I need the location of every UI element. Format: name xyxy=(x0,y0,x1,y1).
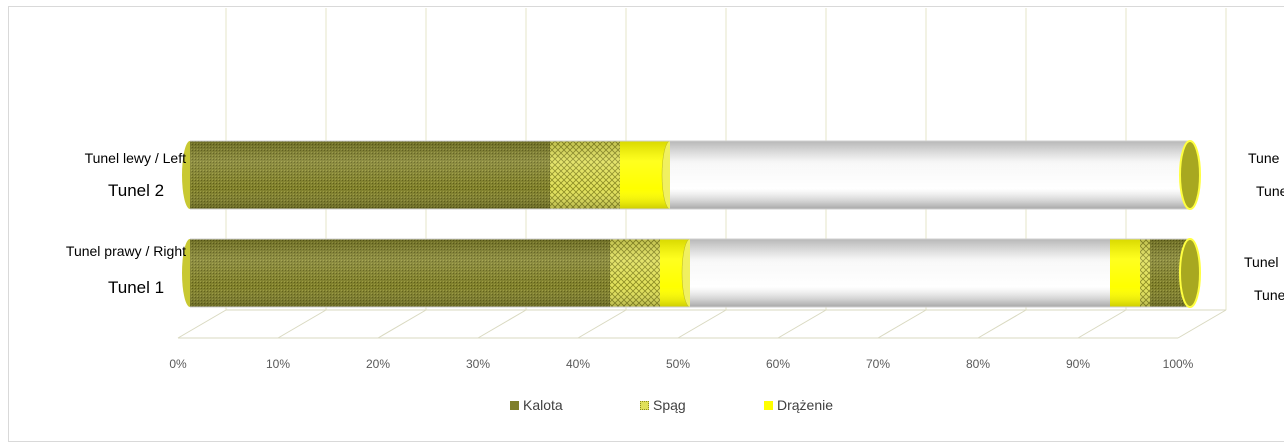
category-label-en: Tunel lewy / Left xyxy=(84,150,186,166)
floor-line-9 xyxy=(1077,309,1127,339)
legend: Kalota Spąg Drążenie xyxy=(0,397,1284,417)
bar-shading xyxy=(620,141,670,209)
cylinder-tunel-1 xyxy=(182,238,1201,308)
category-label-num: Tunel 2 xyxy=(108,181,165,200)
legend-label-drazenie: Drążenie xyxy=(777,397,834,413)
legend-swatch-kalota xyxy=(510,400,519,410)
bar-shading xyxy=(550,141,620,209)
cylinder-tunel-2 xyxy=(182,140,1201,210)
floor-line-2 xyxy=(377,309,427,339)
floor-line-1 xyxy=(277,309,327,339)
legend-swatch-drazenie xyxy=(764,400,773,410)
bar-shading xyxy=(690,239,1110,307)
chart-frame xyxy=(8,6,1284,442)
x-tick-label-1: 10% xyxy=(266,357,290,371)
legend-label-spag: Spąg xyxy=(653,397,686,413)
right-category-label: Tune xyxy=(1248,150,1280,166)
x-tick-label-7: 70% xyxy=(866,357,890,371)
bar-shading xyxy=(670,141,1190,209)
right-category-label: Tune xyxy=(1254,287,1284,303)
cylinder-right-cap xyxy=(1179,238,1201,308)
bar-shading xyxy=(610,239,660,307)
x-tick-label-6: 60% xyxy=(766,357,790,371)
bars xyxy=(182,140,1201,308)
cylinder-right-cap xyxy=(1179,140,1201,210)
floor-line-0 xyxy=(177,309,227,339)
x-tick-label-0: 0% xyxy=(169,357,187,371)
legend-item-spag: Spąg xyxy=(640,397,686,413)
x-axis-ticks: 0% 10% 20% 30% 40% 50% 60% 70% 80% 90% 100% xyxy=(169,357,1193,371)
floor-line-3 xyxy=(477,309,527,339)
legend-swatch-spag xyxy=(640,400,649,410)
legend-item-kalota: Kalota xyxy=(510,397,563,413)
right-category-label: Tunel xyxy=(1244,254,1279,270)
bar-shading xyxy=(190,141,550,209)
x-tick-label-5: 50% xyxy=(666,357,690,371)
x-tick-label-9: 90% xyxy=(1066,357,1090,371)
x-tick-label-8: 80% xyxy=(966,357,990,371)
chart-floor xyxy=(177,309,1227,339)
x-tick-label-2: 20% xyxy=(366,357,390,371)
category-label-en: Tunel prawy / Right xyxy=(65,243,186,259)
floor-line-8 xyxy=(977,309,1027,339)
category-label-num: Tunel 1 xyxy=(108,278,165,297)
right-category-label: Tune xyxy=(1256,183,1284,199)
floor-line-6 xyxy=(777,309,827,339)
bar-shading xyxy=(1140,239,1150,307)
x-tick-label-10: 100% xyxy=(1163,357,1194,371)
x-tick-label-4: 40% xyxy=(566,357,590,371)
floor-line-4 xyxy=(577,309,627,339)
legend-label-kalota: Kalota xyxy=(523,397,563,413)
bar-shading xyxy=(190,239,610,307)
bar-shading xyxy=(1110,239,1140,307)
floor-line-5 xyxy=(677,309,727,339)
legend-item-drazenie: Drążenie xyxy=(764,397,833,413)
floor-line-7 xyxy=(877,309,927,339)
floor-line-10 xyxy=(1177,309,1227,339)
x-tick-label-3: 30% xyxy=(466,357,490,371)
